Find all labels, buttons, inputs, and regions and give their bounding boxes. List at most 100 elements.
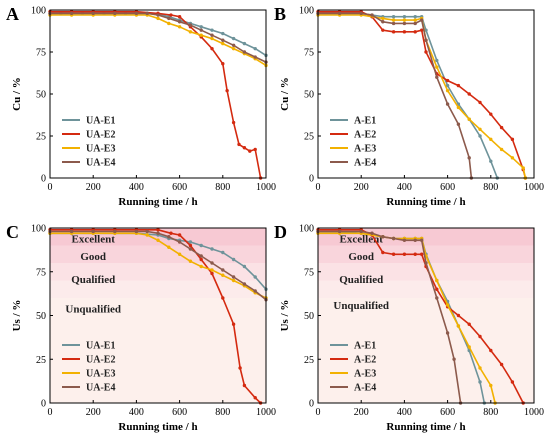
- data-point: [156, 16, 160, 21]
- data-point: [489, 137, 493, 142]
- data-point: [424, 261, 428, 265]
- data-point: [435, 287, 439, 291]
- data-point: [435, 296, 439, 300]
- data-point: [381, 250, 385, 255]
- data-point: [413, 15, 417, 19]
- data-point: [419, 252, 424, 256]
- data-point: [221, 250, 225, 255]
- y-tick-label: 25: [36, 132, 46, 143]
- data-point: [521, 166, 525, 170]
- data-point: [156, 13, 160, 17]
- chart-panel-a: 0 200 400 600 800 1000 0 25 50 75 100 Running time …: [6, 4, 276, 208]
- data-point: [402, 238, 407, 242]
- data-point: [156, 238, 160, 242]
- data-point: [456, 122, 461, 126]
- data-point: [199, 257, 203, 262]
- data-point: [167, 245, 171, 249]
- data-point: [402, 15, 407, 19]
- data-point: [242, 282, 247, 286]
- legend-label: UA-E3: [86, 144, 115, 155]
- zone-band: [50, 263, 266, 281]
- chart-panel-b: 0 200 400 600 800 1000 0 25 50 75 100 Running time …: [274, 4, 544, 208]
- data-point: [452, 357, 456, 361]
- data-point: [221, 41, 225, 46]
- data-point: [456, 313, 461, 318]
- plot-frame: [49, 9, 267, 179]
- data-point: [231, 278, 236, 283]
- panel-label: C: [6, 222, 19, 242]
- x-tick-label: 800: [483, 182, 498, 193]
- data-point: [238, 366, 242, 370]
- data-point: [69, 229, 74, 234]
- data-point: [248, 149, 252, 153]
- data-point: [478, 380, 482, 384]
- y-tick-label: 50: [36, 311, 46, 322]
- data-point: [69, 11, 74, 16]
- data-point: [445, 83, 450, 88]
- data-point: [231, 275, 236, 279]
- data-point: [188, 247, 193, 251]
- data-point: [225, 88, 229, 93]
- data-point: [445, 78, 450, 83]
- data-point: [221, 62, 225, 66]
- plot-frame: [317, 9, 535, 179]
- data-point: [199, 28, 203, 32]
- data-point: [210, 33, 214, 37]
- y-tick-label: 75: [36, 48, 46, 59]
- data-point: [402, 30, 407, 34]
- data-point: [91, 229, 95, 234]
- data-point: [445, 102, 450, 106]
- y-tick-label: 50: [304, 311, 314, 322]
- data-point: [156, 228, 160, 232]
- x-axis-label: Running time / h: [118, 421, 197, 433]
- data-point: [199, 243, 203, 248]
- data-point: [402, 21, 407, 26]
- series-line-a-e2: [318, 10, 527, 179]
- data-point: [370, 231, 374, 235]
- data-point: [253, 46, 257, 51]
- data-point: [359, 11, 363, 16]
- data-point: [381, 20, 385, 24]
- data-point: [456, 83, 461, 88]
- panel-label: D: [274, 222, 287, 242]
- data-point: [242, 146, 247, 150]
- legend-label: A-E2: [354, 130, 376, 141]
- x-tick-label: 400: [397, 182, 412, 193]
- x-tick-label: 1000: [256, 182, 276, 193]
- data-point: [391, 15, 396, 19]
- x-tick-label: 800: [483, 407, 498, 418]
- data-point: [199, 254, 203, 258]
- data-point: [237, 142, 241, 147]
- x-tick-label: 0: [316, 182, 321, 193]
- y-tick-label: 100: [31, 224, 46, 235]
- y-tick-label: 25: [304, 132, 314, 143]
- y-axis-label: Cu / %: [279, 77, 291, 111]
- data-point: [381, 28, 385, 32]
- data-point: [424, 38, 428, 42]
- legend-label: UA-E1: [86, 116, 115, 127]
- data-point: [391, 21, 396, 26]
- data-point: [253, 396, 257, 400]
- data-point: [337, 229, 342, 234]
- data-point: [199, 264, 203, 269]
- data-point: [134, 11, 139, 16]
- data-point: [221, 38, 225, 42]
- x-tick-label: 400: [397, 407, 412, 418]
- data-point: [499, 147, 504, 152]
- series-line-a-e4: [318, 12, 473, 179]
- data-point: [177, 252, 182, 256]
- data-point: [402, 252, 407, 256]
- data-point: [231, 120, 236, 125]
- zone-label: Excellent: [72, 234, 116, 246]
- data-point: [510, 137, 515, 142]
- x-tick-label: 600: [440, 182, 455, 193]
- data-point: [167, 21, 171, 26]
- y-tick-label: 0: [41, 399, 46, 410]
- x-tick-label: 600: [440, 407, 455, 418]
- zone-label: Unqualified: [333, 300, 389, 312]
- zone-band: [318, 298, 534, 403]
- data-point: [499, 125, 504, 130]
- zone-band: [318, 263, 534, 281]
- data-point: [210, 46, 214, 51]
